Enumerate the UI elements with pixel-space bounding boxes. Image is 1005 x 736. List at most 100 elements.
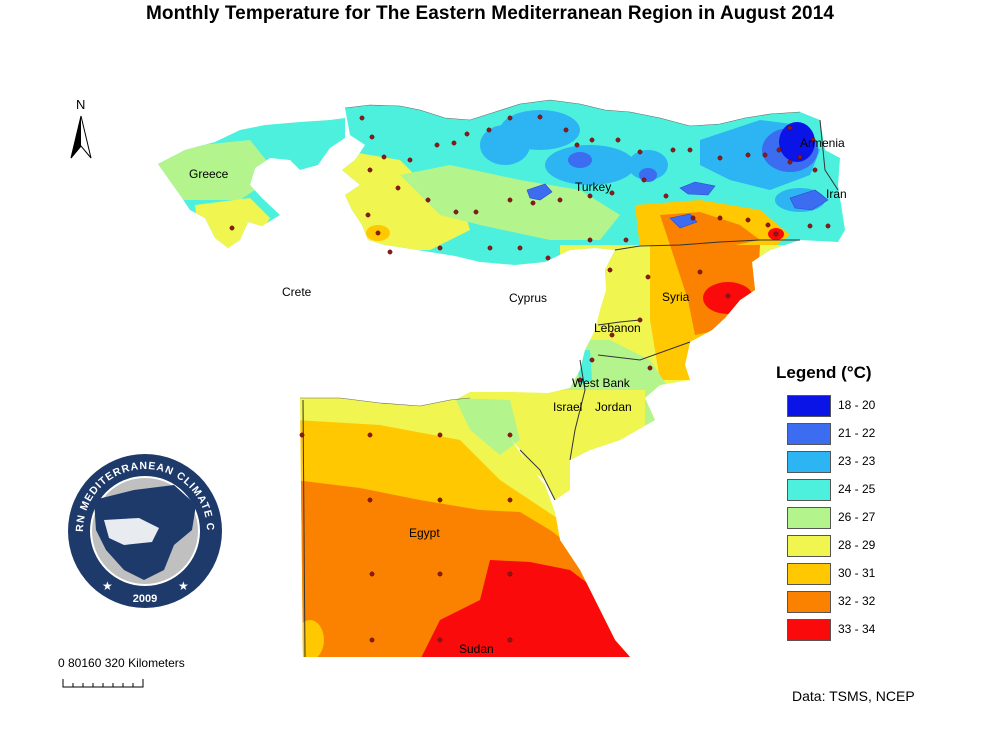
station-point [787,125,793,131]
station-point [537,114,543,120]
scale-bar [62,679,144,688]
station-point [437,432,443,438]
country-borders [302,119,839,658]
border-turkey-syria [614,239,800,251]
station-point [369,571,375,577]
label-iran: Iran [826,187,847,201]
station-point [645,274,651,280]
station-point [507,197,513,203]
station-point [464,131,470,137]
zone-23-central-2 [480,125,530,165]
zone-28-29-west-turkey [340,150,470,250]
station-point [587,193,593,199]
temperature-zones-south [295,245,845,657]
station-point [776,147,782,153]
legend-swatch [787,591,831,613]
station-point [229,225,235,231]
station-point [545,255,551,261]
station-point [587,237,593,243]
label-israel: Israel [553,400,583,414]
station-point [717,215,723,221]
station-point [437,245,443,251]
data-source: Data: TSMS, NCEP [792,688,915,704]
station-point [359,115,365,121]
legend-title: Legend (°C) [776,363,872,382]
station-point [367,497,373,503]
station-point [762,152,768,158]
station-point [487,245,493,251]
label-syria: Syria [662,290,690,304]
station-point [641,177,647,183]
station-point [299,432,305,438]
station-point [507,432,513,438]
station-point [437,571,443,577]
station-point [690,215,696,221]
station-point [557,197,563,203]
label-cyprus: Cyprus [509,291,548,305]
station-point [745,217,751,223]
legend-swatch [787,451,831,473]
border-israel-jordan [569,359,586,461]
station-point [453,209,459,215]
station-point [589,357,595,363]
lake-keban [679,181,716,196]
station-point [507,115,513,121]
border-egypt-israel [519,449,556,501]
zone-21-22-central [568,152,592,168]
border-egypt-libya [302,399,306,658]
legend-swatch [787,423,831,445]
legend-label: 33 - 34 [838,622,876,636]
coast-black-sea [344,99,801,127]
station-point [451,140,457,146]
station-point [473,209,479,215]
logo-year: 2009 [133,593,157,605]
north-label: N [76,97,86,112]
legend-swatch [787,619,831,641]
lakes [526,181,829,229]
legend-label: 21 - 22 [838,426,876,440]
station-point [647,365,653,371]
scale-text: 0 80160 320 Kilometers [58,656,185,670]
station-point [812,167,818,173]
station-point [637,149,643,155]
zone-23-central-4 [628,150,668,180]
zone-23-central-3 [545,145,635,185]
station-point [623,237,629,243]
coastlines [300,99,801,407]
border-syria-jordan [597,341,691,361]
zone-33-34-egypt [420,560,640,657]
station-point [745,152,751,158]
label-jordan: Jordan [595,400,632,414]
label-egypt: Egypt [409,526,440,540]
station-points [229,114,831,643]
station-point [765,222,771,228]
coast-egypt [300,397,471,407]
label-turkey: Turkey [575,180,612,194]
station-point [574,142,580,148]
station-point [507,497,513,503]
station-point [577,377,583,383]
station-point [367,167,373,173]
legend-label: 30 - 31 [838,566,876,580]
legend-label: 24 - 25 [838,482,876,496]
station-point [787,159,793,165]
station-point [725,293,731,299]
legend-label: 26 - 27 [838,510,876,524]
logo-star-left-icon: ★ [102,579,113,593]
legend-label: 32 - 32 [838,594,876,608]
station-point [407,157,413,163]
legend-label: 23 - 23 [838,454,876,468]
zone-26-27-greece [158,140,270,200]
station-point [687,147,693,153]
station-point [437,497,443,503]
legend-swatch [787,507,831,529]
zone-30-31-sw [296,620,324,657]
emcc-logo: EASTERN MEDITERRANEAN CLIMATE CENTRE 200… [64,450,224,610]
station-point [365,212,371,218]
logo-star-right-icon: ★ [178,579,189,593]
station-point [615,137,621,143]
station-point [381,154,387,160]
label-lebanon: Lebanon [594,321,641,335]
lake-van [789,189,829,211]
